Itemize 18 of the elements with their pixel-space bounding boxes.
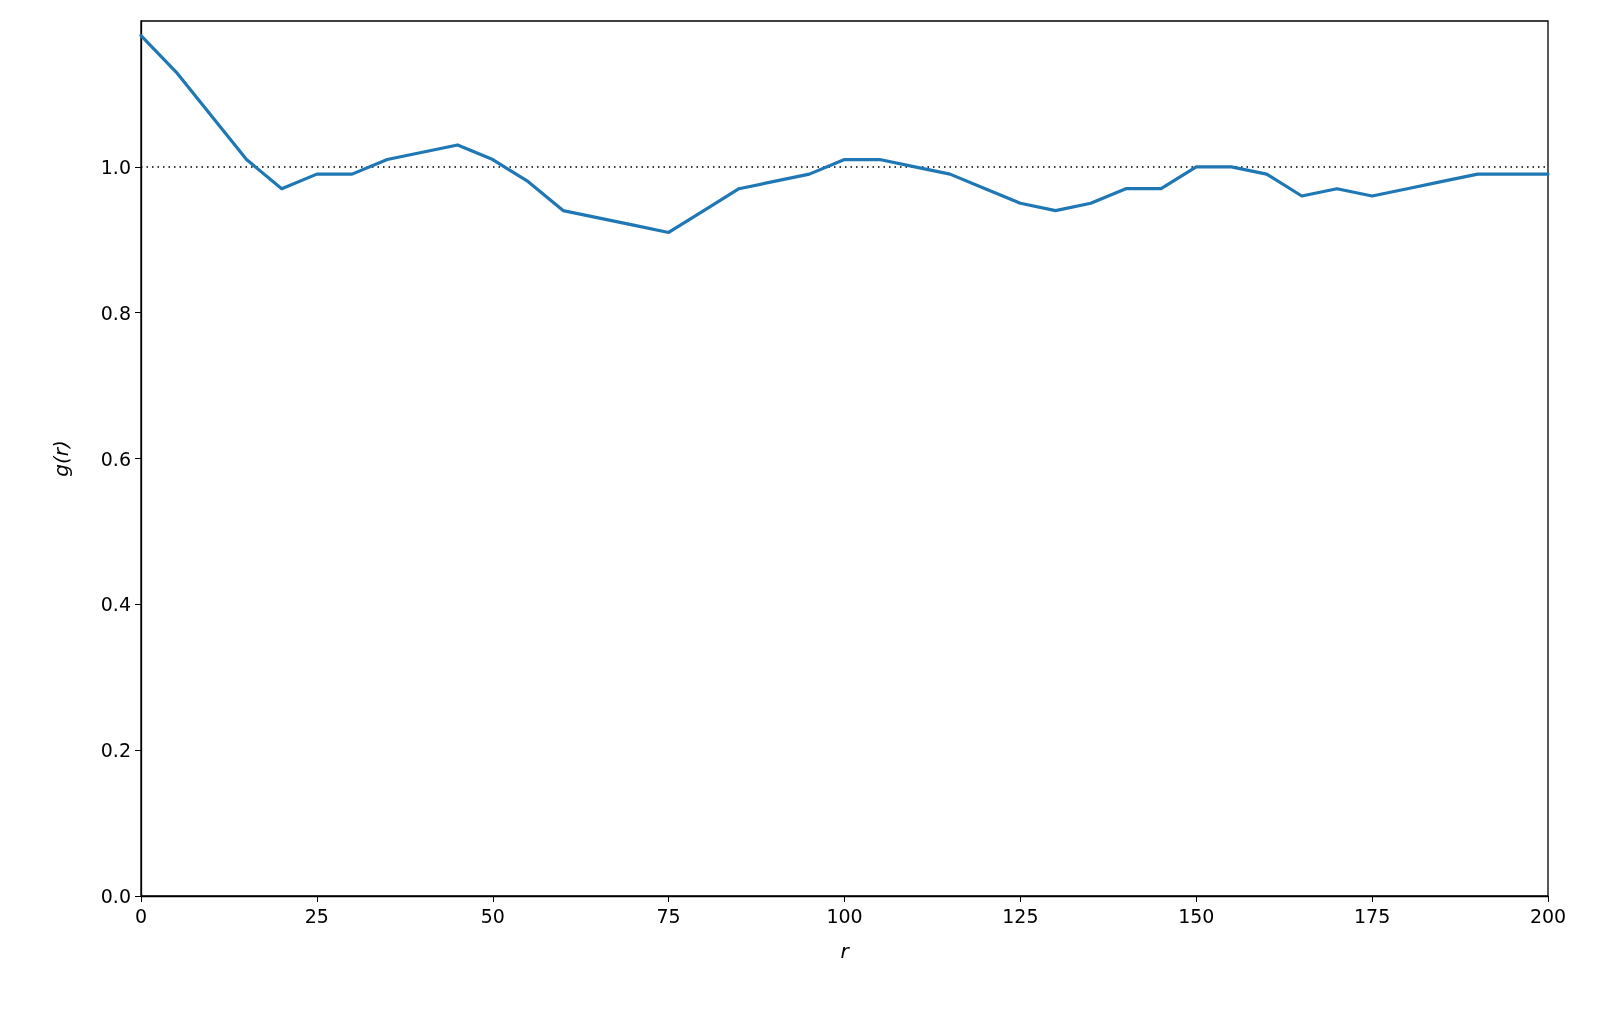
- x-tick-label: 100: [826, 904, 863, 927]
- x-axis-title: r: [840, 939, 851, 963]
- x-tick-label: 25: [304, 904, 329, 927]
- line-series: [139, 33, 1550, 235]
- y-tick-label: 0.8: [100, 301, 131, 324]
- y-tick-label: 0.2: [100, 739, 131, 762]
- x-tick-label: 125: [1002, 904, 1039, 927]
- y-tick-label: 0.4: [100, 593, 131, 616]
- y-axis-title: g(r): [49, 440, 73, 477]
- y-tick-label: 0.0: [100, 885, 131, 907]
- y-tick-label: 0.6: [100, 447, 131, 470]
- x-tick-label: 0: [134, 904, 148, 927]
- x-tick-label: 175: [1353, 904, 1391, 927]
- x-tick-label: 200: [1529, 904, 1567, 927]
- x-tick-label: 50: [480, 904, 505, 927]
- y-tick-label: 1.0: [100, 155, 131, 178]
- x-tick-label: 75: [656, 904, 681, 927]
- x-tick-label: 150: [1178, 904, 1215, 927]
